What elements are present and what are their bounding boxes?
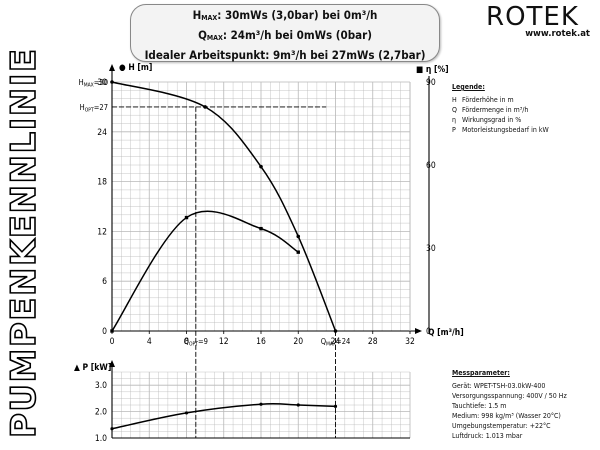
param-line: Tauchtiefe: 1.5 m [452, 402, 507, 410]
legend-key: H [452, 96, 457, 104]
y-left-tick-label: 18 [97, 178, 107, 188]
legend-item: H Förderhöhe in m [452, 95, 600, 105]
y-left-extra-label: HOPT=27 [80, 103, 108, 114]
series-h-point [333, 329, 338, 333]
rotek-logo: ROTEK www.rotek.at [486, 4, 590, 39]
x-tick-label: 8 [184, 337, 189, 347]
legend-value: Motorleistungsbedarf in kW [462, 126, 549, 134]
logo-brand: ROTEK [486, 2, 579, 32]
y-axis-arrow [109, 64, 115, 71]
x-extra-label: QOPT=9 [184, 337, 208, 348]
y-left-extra-label: HMAX=30 [79, 78, 108, 89]
series-eta-point [259, 226, 263, 231]
y-right-tick-label: 60 [426, 161, 436, 171]
power-axis-arrow [109, 360, 115, 367]
series-p-point [296, 403, 300, 407]
series-p-point [259, 402, 263, 406]
series-h-point [259, 164, 263, 169]
legend-key: P [452, 126, 456, 134]
series-h-point [203, 105, 207, 109]
y-right-axis-label: ■ η [%] [416, 65, 449, 75]
y-left-tick-label: 30 [97, 78, 107, 88]
x-tick-label: 28 [368, 337, 378, 347]
legend-value: Wirkungsgrad in % [462, 116, 522, 124]
series-eta-point [184, 215, 189, 220]
param-line: Umgebungstemperatur: +22°C [452, 422, 551, 430]
y-left-tick-label: 0 [102, 327, 107, 337]
series-p-point [184, 411, 189, 415]
x-tick-label: 16 [256, 337, 266, 347]
x-axis-label: Q [m³/h] [428, 328, 464, 338]
param-line: Versorgungsspannung: 400V / 50 Hz [452, 392, 567, 400]
pump-info-box: HMAX: 30mWs (3,0bar) bei 0m³/h QMAX: 24m… [130, 4, 440, 62]
y-left-tick-label: 24 [97, 128, 107, 138]
vertical-title-text: PUMPENKENNLINIE [6, 47, 42, 438]
x-axis-arrow [415, 328, 422, 334]
x-tick-label: 24 [331, 337, 341, 347]
series-eta-point [110, 329, 114, 333]
legend-title: Legende: [452, 83, 485, 91]
vertical-title: PUMPENKENNLINIE [6, 47, 42, 439]
params-title: Messparameter: [452, 369, 510, 377]
x-extra-label: QMAX=24 [321, 337, 351, 348]
ideal-point-line: Idealer Arbeitspunkt: 9m³/h bei 27mWs (2… [144, 48, 426, 62]
series-eta-point [296, 250, 300, 254]
x-tick-label: 20 [293, 337, 303, 347]
param-line: Medium: 998 kg/m³ (Wasser 20°C) [452, 412, 561, 420]
legend-value: Förderhöhe in m [462, 96, 514, 104]
legend: Legende: H Förderhöhe in m Q Fördermenge in… [452, 82, 600, 135]
param-line: Gerät: WPET-TSH-03.0kW-400 [452, 382, 546, 390]
y-left-axis-label: ● H [m] [119, 63, 152, 73]
power-tick-label: 1.0 [95, 434, 107, 444]
x-tick-label: 12 [219, 337, 229, 347]
legend-key: Q [452, 106, 457, 114]
power-axis-label: ▲ P [kW] [74, 363, 111, 373]
logo-url: www.rotek.at [525, 29, 590, 39]
legend-value: Fördermenge in m³/h [462, 106, 529, 114]
qmax-line: QMAX: 24m³/h bei 0mWs (0bar) [198, 28, 372, 42]
legend-item: η Wirkungsgrad in % [452, 115, 600, 125]
measurement-parameters: Messparameter: Gerät: WPET-TSH-03.0kW-40… [452, 368, 600, 441]
legend-item: Q Fördermenge in m³/h [452, 105, 600, 115]
legend-item: P Motorleistungsbedarf in kW [452, 125, 600, 135]
y-right-tick-label: 0 [426, 327, 431, 337]
y-right-tick-label: 90 [426, 78, 436, 88]
legend-key: η [452, 116, 456, 124]
series-h-point [110, 80, 114, 84]
series-p-point [110, 427, 114, 431]
y-left-tick-label: 6 [102, 277, 107, 287]
x-tick-label: 4 [147, 337, 152, 347]
series-p-point [333, 404, 338, 408]
series-eta-line [111, 210, 299, 332]
power-tick-label: 2.0 [95, 408, 107, 418]
power-tick-label: 3.0 [95, 381, 107, 391]
hmax-line: HMAX: 30mWs (3,0bar) bei 0m³/h [192, 8, 378, 22]
y-right-tick-label: 30 [426, 244, 436, 254]
y-left-tick-label: 12 [97, 227, 107, 237]
series-h-point [296, 234, 301, 239]
x-tick-label: 0 [110, 337, 115, 347]
param-line: Luftdruck: 1.013 mbar [452, 432, 523, 440]
x-tick-label: 32 [405, 337, 415, 347]
